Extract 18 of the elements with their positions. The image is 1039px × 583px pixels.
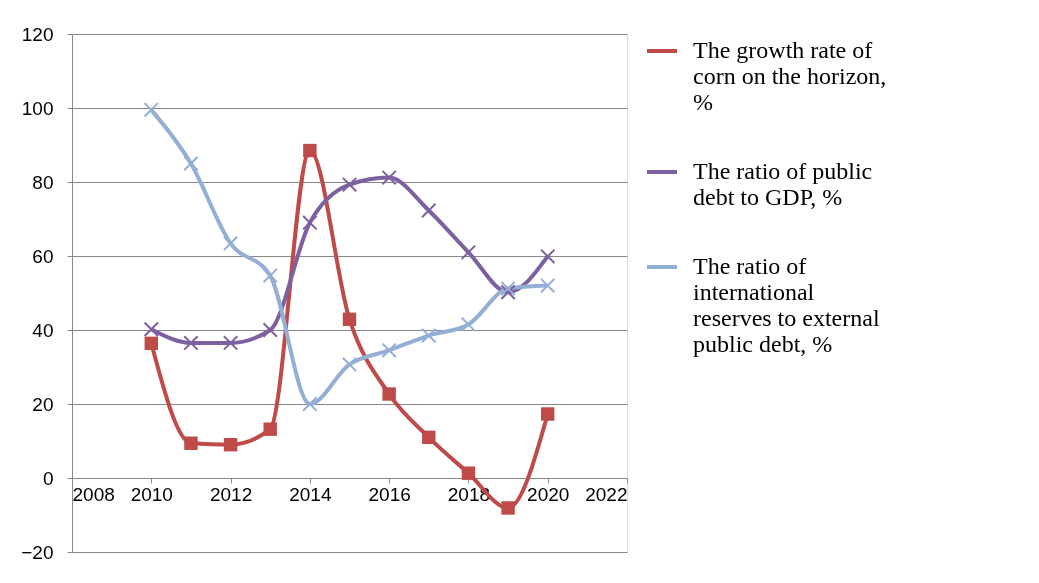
x-tick-label: 2010 — [130, 483, 173, 505]
x-tick-label: 2008 — [72, 483, 115, 505]
x-tick-label: 2016 — [368, 483, 411, 505]
x-tick-label: 2022 — [585, 483, 628, 505]
legend-label: The growth rate of corn on the horizon, % — [693, 37, 887, 115]
x-tick-label: 2014 — [289, 483, 332, 505]
y-tick-label: 60 — [32, 245, 54, 267]
y-tick-label: 100 — [21, 97, 54, 119]
y-tick-label: 120 — [21, 23, 54, 45]
legend-label: The ratio of public debt to GDP, % — [693, 158, 873, 210]
y-tick-label: 0 — [42, 467, 54, 489]
y-tick-label: 80 — [32, 171, 54, 193]
legend-label: The ratio of international reserves to external public debt, % — [693, 253, 880, 357]
y-tick-label: 40 — [32, 319, 54, 341]
x-tick-label: 2012 — [209, 483, 253, 505]
y-tick-label: 20 — [32, 393, 54, 415]
x-tick-label: 2020 — [527, 483, 570, 505]
y-tick-label: −20 — [21, 541, 54, 563]
